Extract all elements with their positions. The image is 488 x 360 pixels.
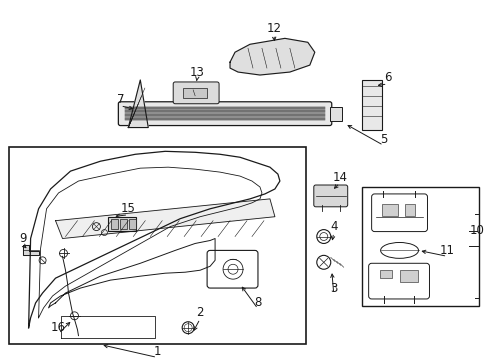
Bar bbox=[379, 270, 391, 278]
Text: 12: 12 bbox=[266, 22, 281, 35]
Bar bbox=[111, 219, 118, 229]
FancyBboxPatch shape bbox=[118, 102, 331, 126]
Text: 2: 2 bbox=[196, 306, 203, 319]
Text: 3: 3 bbox=[329, 282, 337, 294]
Text: 16: 16 bbox=[51, 321, 66, 334]
Text: 1: 1 bbox=[153, 345, 161, 358]
Polygon shape bbox=[22, 246, 39, 255]
Polygon shape bbox=[229, 39, 314, 75]
Bar bbox=[120, 219, 127, 229]
Text: 10: 10 bbox=[469, 224, 484, 237]
Bar bbox=[183, 88, 207, 98]
Text: 7: 7 bbox=[116, 93, 124, 106]
Text: 6: 6 bbox=[383, 72, 390, 85]
Bar bbox=[129, 219, 136, 229]
Text: 8: 8 bbox=[254, 296, 261, 310]
Bar bbox=[108, 217, 136, 231]
Bar bbox=[9, 147, 305, 343]
Text: 9: 9 bbox=[19, 232, 26, 245]
Polygon shape bbox=[56, 199, 274, 239]
Text: 15: 15 bbox=[121, 202, 136, 215]
Text: 11: 11 bbox=[439, 244, 454, 257]
Bar bbox=[361, 80, 381, 130]
Bar bbox=[399, 270, 417, 282]
Bar bbox=[381, 204, 397, 216]
Bar bbox=[329, 107, 341, 121]
FancyBboxPatch shape bbox=[173, 82, 219, 104]
Text: 5: 5 bbox=[379, 133, 386, 146]
Text: 14: 14 bbox=[331, 171, 346, 184]
Text: 4: 4 bbox=[329, 220, 337, 233]
Bar bbox=[361, 187, 478, 306]
Bar bbox=[404, 204, 414, 216]
FancyBboxPatch shape bbox=[313, 185, 347, 207]
Text: 13: 13 bbox=[189, 66, 204, 78]
Polygon shape bbox=[128, 80, 148, 127]
